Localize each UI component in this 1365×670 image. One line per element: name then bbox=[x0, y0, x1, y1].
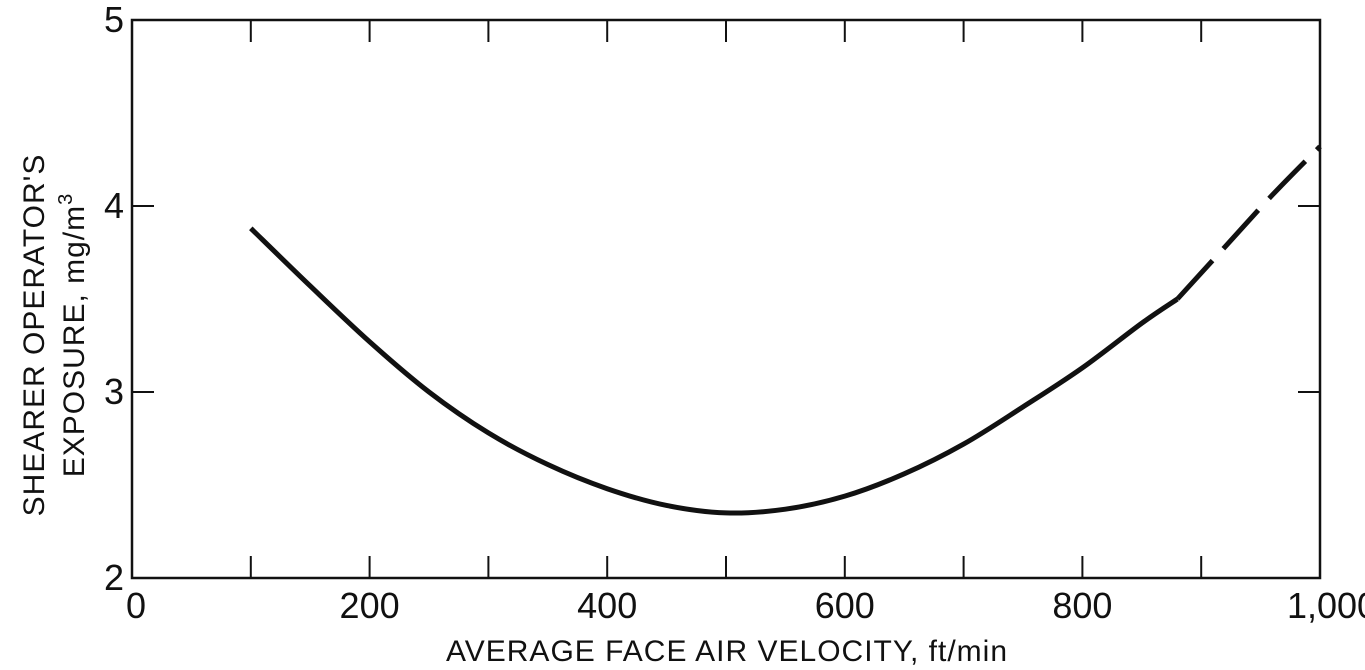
plot-frame bbox=[130, 18, 1322, 580]
x-tick-label: 800 bbox=[1052, 585, 1112, 626]
y-axis-title-superscript: 3 bbox=[55, 193, 77, 205]
y-tick-label: 5 bbox=[104, 0, 124, 40]
exposure-curve-solid bbox=[249, 226, 1179, 516]
x-axis-ticks: 0 200 400 600 800 1,000 bbox=[126, 20, 1365, 626]
x-tick-label: 600 bbox=[815, 585, 875, 626]
x-tick-label: 200 bbox=[340, 585, 400, 626]
axis-labels: AVERAGE FACE AIR VELOCITY, ft/min SHEARE… bbox=[18, 154, 1008, 668]
x-tick-label: 0 bbox=[126, 585, 146, 626]
exposure-curves bbox=[249, 144, 1322, 516]
exposure-curve-dashed bbox=[1175, 144, 1322, 301]
y-tick-label: 2 bbox=[104, 557, 124, 598]
y-axis-title-line2: EXPOSURE, mg/m3 bbox=[55, 193, 91, 478]
y-axis-ticks: 2 3 4 5 bbox=[104, 0, 1320, 598]
x-tick-label: 400 bbox=[577, 585, 637, 626]
x-tick-label: 1,000 bbox=[1287, 585, 1365, 626]
y-tick-label: 4 bbox=[104, 185, 124, 226]
plot-frame-rect bbox=[130, 18, 1322, 580]
x-axis-title: AVERAGE FACE AIR VELOCITY, ft/min bbox=[446, 635, 1008, 668]
y-axis-title-line2-text: EXPOSURE, mg/m bbox=[58, 205, 91, 477]
y-tick-label: 3 bbox=[104, 371, 124, 412]
y-axis-title-line1: SHEARER OPERATOR'S bbox=[18, 154, 51, 517]
